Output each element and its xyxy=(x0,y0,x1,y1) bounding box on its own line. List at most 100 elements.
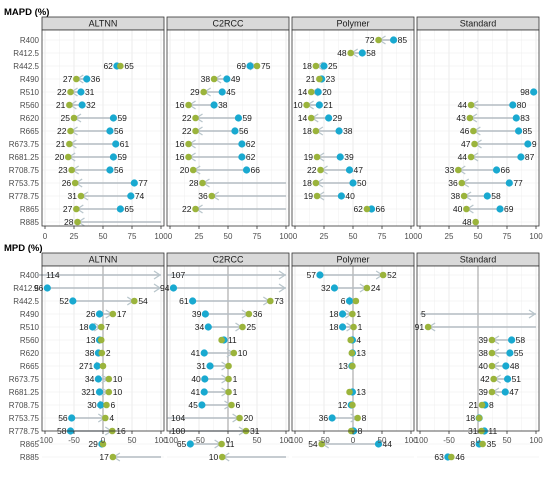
direction-arrowhead xyxy=(278,270,287,280)
end-value-point xyxy=(508,336,516,344)
end-value-point xyxy=(169,284,178,292)
point-value-label: 66 xyxy=(501,165,511,175)
point-value-label: 18 xyxy=(302,126,312,136)
start-value-point xyxy=(467,101,475,109)
x-tick-label: 50 xyxy=(503,436,512,445)
point-value-label: 85 xyxy=(523,126,533,136)
point-value-label: 66 xyxy=(376,204,386,214)
start-value-point xyxy=(230,349,238,357)
start-value-point xyxy=(363,284,371,292)
start-value-point xyxy=(192,205,199,213)
point-value-label: 48 xyxy=(462,217,472,227)
x-tick-label: 0 xyxy=(101,436,106,445)
point-value-label: 39 xyxy=(478,387,488,397)
point-value-label: 29 xyxy=(88,439,98,449)
y-tick-label: R673.75 xyxy=(9,140,40,149)
x-tick-label: -50 xyxy=(193,436,205,445)
point-value-label: 41 xyxy=(191,387,201,397)
point-value-label: 104 xyxy=(171,413,185,423)
x-tick-label: -50 xyxy=(68,436,80,445)
point-value-label: 18 xyxy=(329,322,339,332)
start-value-point xyxy=(74,218,81,226)
end-value-point xyxy=(127,192,135,200)
y-tick-label: R620 xyxy=(20,114,40,123)
point-value-label: 10 xyxy=(238,348,248,358)
point-value-label: 16 xyxy=(175,100,185,110)
point-value-label: 74 xyxy=(135,191,145,201)
point-value-label: 13 xyxy=(356,348,366,358)
mpd-facet-grid: R400 R412.5 R442.5 R490 R510 R560 R620 R665 R673… xyxy=(9,252,543,462)
direction-arrowhead xyxy=(528,309,537,319)
end-value-point xyxy=(204,323,212,331)
point-value-label: 31 xyxy=(85,87,95,97)
point-value-label: 87 xyxy=(525,152,535,162)
end-value-point xyxy=(512,114,520,122)
point-value-label: 48 xyxy=(510,361,520,371)
point-value-label: 24 xyxy=(371,283,381,293)
point-value-label: 10 xyxy=(293,100,303,110)
end-value-point xyxy=(206,362,214,370)
point-value-label: 20 xyxy=(180,165,190,175)
end-value-point xyxy=(116,205,124,213)
end-value-point xyxy=(345,297,354,305)
x-tick-label: 0 xyxy=(418,232,423,241)
point-value-label: 35 xyxy=(487,439,497,449)
facet-strip-label: C2RCC xyxy=(212,19,244,29)
point-value-label: 40 xyxy=(478,361,488,371)
x-tick-label: 50 xyxy=(349,232,358,241)
point-value-label: 1 xyxy=(358,322,363,332)
point-value-label: 54 xyxy=(138,296,148,306)
y-tick-label: R885 xyxy=(20,218,40,227)
x-tick-label: 100 xyxy=(529,232,543,241)
end-value-point xyxy=(201,375,209,383)
start-value-point xyxy=(490,375,497,383)
end-value-point xyxy=(88,323,97,331)
x-tick-label: -100 xyxy=(162,436,179,445)
point-value-label: 22 xyxy=(57,87,67,97)
y-tick-label: R753.75 xyxy=(9,179,40,188)
point-value-label: 25 xyxy=(61,113,71,123)
start-value-point xyxy=(218,336,225,344)
end-value-point xyxy=(78,101,86,109)
point-value-label: 10 xyxy=(209,452,219,462)
point-value-label: 59 xyxy=(117,152,127,162)
point-value-label: 58 xyxy=(366,48,376,58)
end-value-point xyxy=(234,114,243,122)
point-value-label: 29 xyxy=(190,87,200,97)
end-value-point xyxy=(186,440,194,448)
point-value-label: 36 xyxy=(319,413,329,423)
start-value-point xyxy=(313,153,321,161)
x-tick-label: -50 xyxy=(443,436,455,445)
end-value-point xyxy=(330,284,339,292)
point-value-label: 47 xyxy=(509,387,519,397)
y-tick-label: R885 xyxy=(20,453,40,462)
end-value-point xyxy=(316,271,324,279)
point-value-label: 40 xyxy=(345,191,355,201)
start-value-point xyxy=(352,297,360,305)
point-value-label: 91 xyxy=(415,322,425,332)
point-value-label: 38 xyxy=(478,348,488,358)
point-value-label: 40 xyxy=(191,374,201,384)
end-value-point xyxy=(43,284,51,292)
start-value-point xyxy=(347,49,354,57)
point-value-label: 72 xyxy=(365,35,375,45)
end-value-point xyxy=(238,140,246,148)
point-value-label: 25 xyxy=(247,322,257,332)
point-value-label: 51 xyxy=(512,374,522,384)
start-value-point xyxy=(73,205,80,213)
point-value-label: 96 xyxy=(34,283,44,293)
start-value-point xyxy=(67,88,74,96)
facet-strip-label: Polymer xyxy=(336,255,369,265)
point-value-label: 22 xyxy=(182,204,192,214)
point-value-label: 1 xyxy=(233,387,238,397)
x-tick-label: 75 xyxy=(253,232,262,241)
point-value-label: 56 xyxy=(58,413,68,423)
end-value-point xyxy=(112,140,120,148)
start-value-point xyxy=(99,362,107,370)
x-tick-label: -50 xyxy=(318,436,330,445)
y-tick-label: R865 xyxy=(20,205,40,214)
start-value-point xyxy=(245,310,253,318)
end-value-point xyxy=(338,310,347,318)
start-value-point xyxy=(448,453,455,461)
point-value-label: 13 xyxy=(338,361,348,371)
